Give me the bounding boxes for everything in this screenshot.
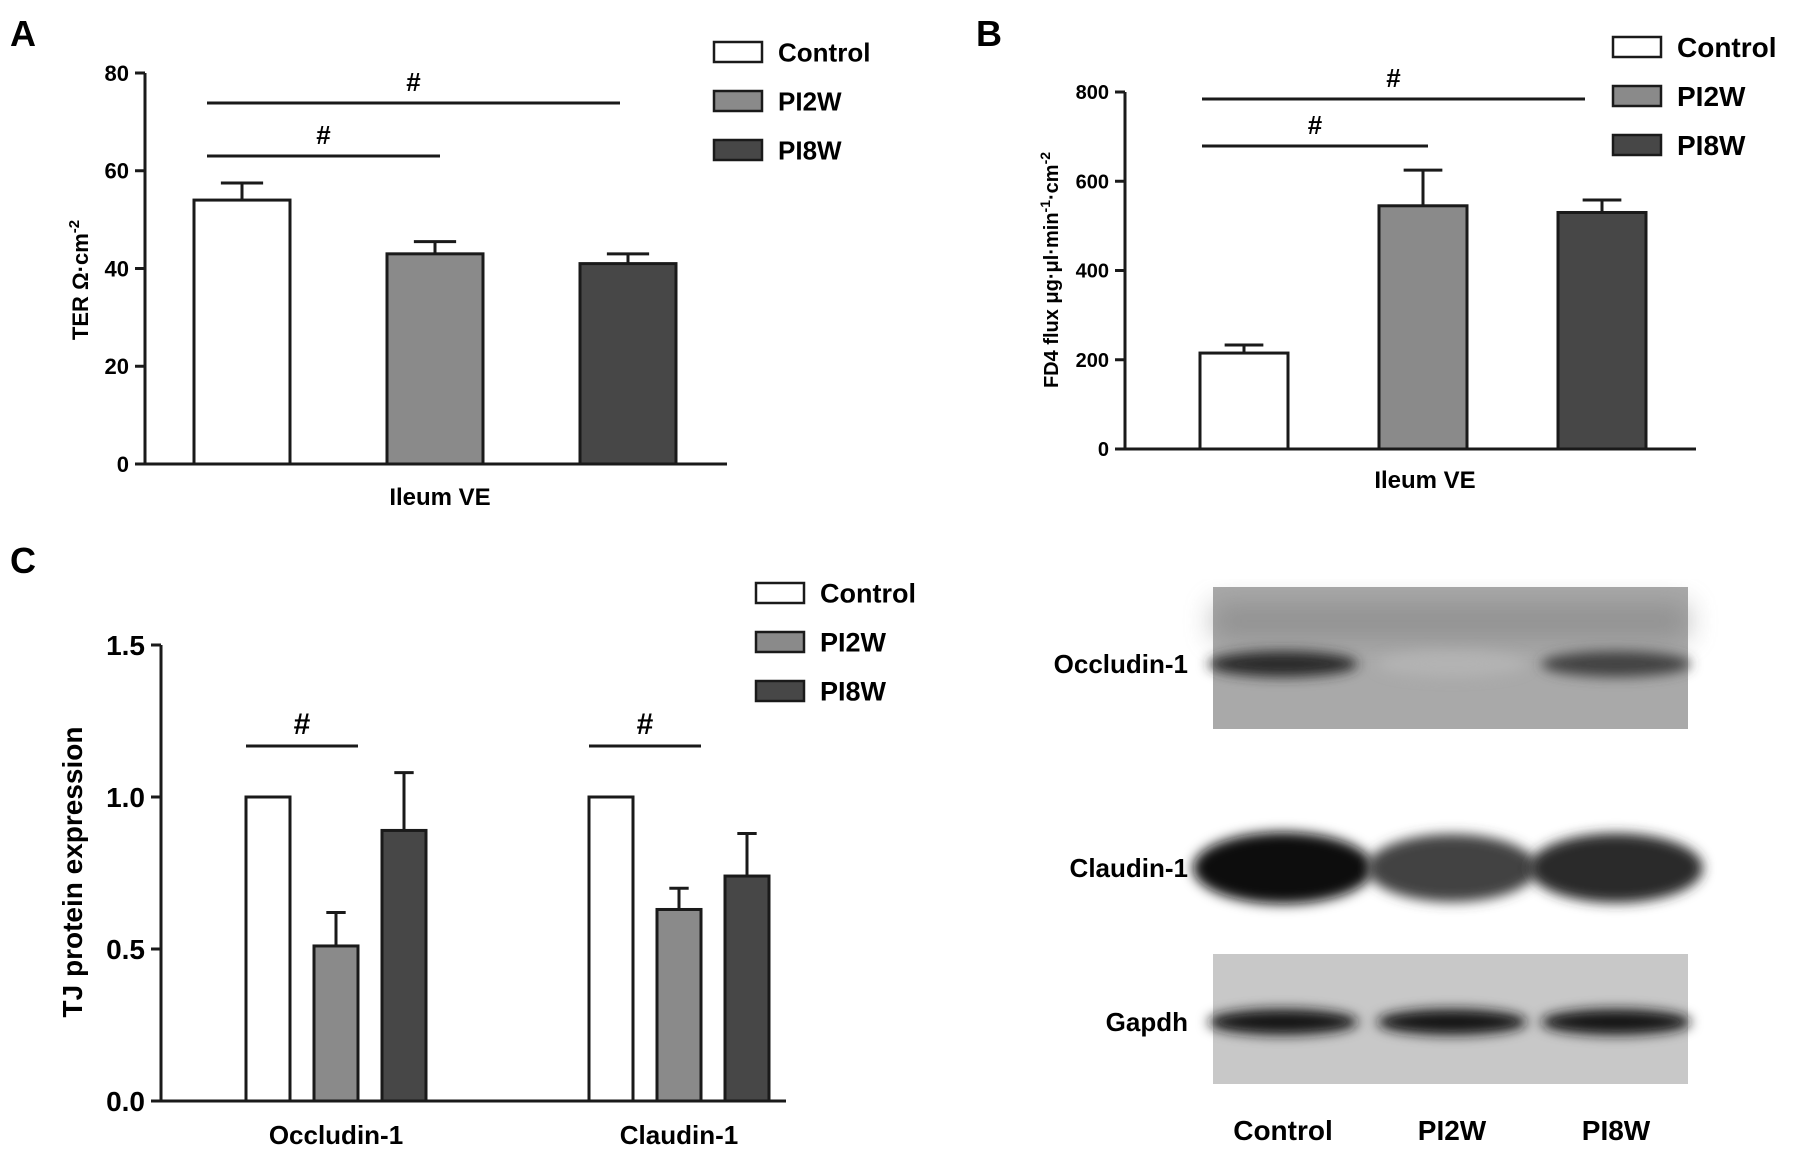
chart-c-x-tick-label: Claudin-1 (620, 1120, 738, 1150)
chart-a-bar (385, 252, 485, 466)
blot-lane-label: PI2W (1418, 1115, 1487, 1146)
blot-band (1541, 1009, 1691, 1035)
chart-b-y-tick-label: 600 (1076, 171, 1109, 193)
panel-label-c: C (10, 540, 36, 581)
blot-band (1377, 651, 1527, 677)
chart-c-y-axis-label: TJ protein expression (57, 727, 88, 1018)
chart-c-bar (723, 874, 771, 1103)
chart-a-bar (578, 262, 678, 466)
blot-band (1208, 1009, 1358, 1035)
chart-b-legend-label: PI2W (1677, 81, 1746, 112)
chart-a-y-tick-label: 20 (105, 354, 129, 379)
chart-c-y-tick-label: 1.0 (106, 782, 145, 813)
chart-c-legend-label: Control (820, 579, 916, 609)
chart-b-legend-swatch (1611, 133, 1663, 157)
chart-b-x-axis-label: Ileum VE (1374, 467, 1475, 494)
chart-b-y-axis-label: FD4 flux μg·μl·min-1·cm-2 (1037, 152, 1063, 388)
blot-row-label: Claudin-1 (1070, 853, 1188, 883)
panel-label-a: A (10, 13, 36, 54)
chart-c-x-tick-label: Occludin-1 (269, 1120, 403, 1150)
chart-c-legend-label: PI2W (820, 628, 887, 658)
chart-a-legend-swatch (712, 89, 764, 113)
chart-b-y-tick-label: 400 (1076, 261, 1109, 283)
chart-a-y-tick-label: 40 (105, 256, 129, 281)
western-blot: Occludin-1 Claudin-1 Gapdh Control PI2W PI8W (1054, 587, 1703, 1146)
blot-row-label: Occludin-1 (1054, 649, 1188, 679)
blot-band (1208, 651, 1358, 677)
chart-c-bar (587, 795, 635, 1103)
chart-c-y-tick-label: 1.5 (106, 630, 145, 661)
blot-band (1367, 834, 1537, 902)
chart-a-y-tick-label: 80 (105, 61, 129, 86)
chart-b-bar (1198, 351, 1290, 451)
chart-b-bar (1556, 210, 1648, 451)
chart-a-bar (192, 198, 292, 466)
chart-b-legend-swatch (1611, 84, 1663, 108)
blot-lane-label: Control (1233, 1115, 1333, 1146)
chart-c-significance-marker: # (637, 708, 654, 741)
panel-label-b: B (976, 13, 1002, 54)
chart-a-significance-marker: # (316, 120, 331, 150)
chart-a-y-axis-label: TER Ω·cm-2 (66, 220, 93, 340)
chart-c-significance-marker: # (294, 708, 311, 741)
chart-b-legend-label: Control (1677, 32, 1777, 63)
chart-c-bar (380, 828, 428, 1103)
chart-a-legend-label: PI8W (778, 135, 842, 165)
chart-b-y-tick-label: 200 (1076, 350, 1109, 372)
blot-band (1193, 832, 1373, 904)
chart-c-legend-swatch (754, 581, 806, 605)
blot-row-label: Gapdh (1106, 1007, 1188, 1037)
chart-b-y-tick-label: 0 (1098, 439, 1109, 461)
chart-b-bar (1377, 204, 1469, 451)
chart-a-y-tick-label: 60 (105, 159, 129, 184)
chart-a: TER Ω·cm-2 Ileum VE 0 20 40 60 80 # # Control PI… (66, 37, 870, 511)
chart-a-significance-marker: # (406, 67, 421, 97)
chart-b: FD4 flux μg·μl·min-1·cm-2 Ileum VE 0 200 4… (1037, 32, 1777, 494)
chart-c: TJ protein expression 0.0 0.5 1.0 1.5 Occlud… (57, 579, 916, 1150)
blot-band (1377, 1009, 1527, 1035)
chart-c-bar (312, 944, 360, 1103)
chart-a-y-tick-label: 0 (117, 452, 129, 477)
blot-band (1541, 651, 1691, 677)
chart-b-y-tick-label: 800 (1076, 82, 1109, 104)
chart-c-y-tick-label: 0.0 (106, 1086, 145, 1117)
chart-b-significance-marker: # (1308, 110, 1323, 140)
chart-b-legend-swatch (1611, 35, 1663, 59)
chart-c-bar (655, 907, 703, 1103)
chart-a-legend-label: PI2W (778, 86, 842, 116)
blot-panel-smear (1213, 605, 1688, 637)
blot-band (1529, 833, 1703, 903)
chart-a-legend-label: Control (778, 37, 870, 67)
chart-b-legend-label: PI8W (1677, 130, 1746, 161)
chart-c-legend-label: PI8W (820, 677, 887, 707)
chart-c-legend-swatch (754, 630, 806, 654)
chart-c-bar (244, 795, 292, 1103)
chart-b-significance-marker: # (1386, 63, 1401, 93)
chart-a-legend-swatch (712, 138, 764, 162)
chart-c-legend-swatch (754, 679, 806, 703)
blot-lane-label: PI8W (1582, 1115, 1651, 1146)
chart-a-legend-swatch (712, 40, 764, 64)
chart-c-y-tick-label: 0.5 (106, 934, 145, 965)
chart-a-x-axis-label: Ileum VE (389, 484, 490, 511)
